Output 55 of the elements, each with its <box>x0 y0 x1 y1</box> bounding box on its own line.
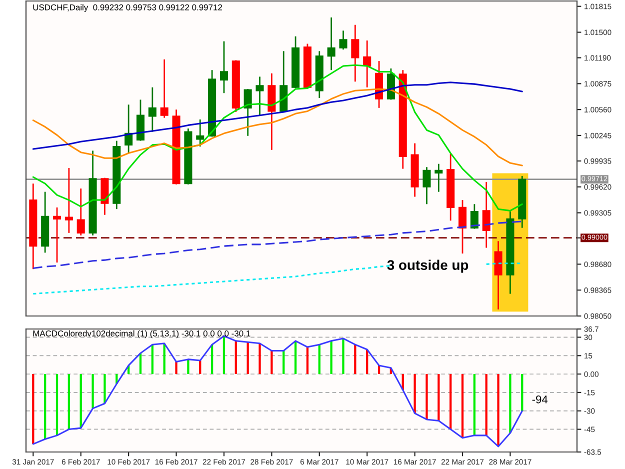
bar <box>68 374 70 430</box>
annotation: 3 outside up <box>387 260 468 273</box>
chart-title: MACDColoredv102decimal (1) (5.13.1) -30.1 0.0 0.0 -30.1 <box>33 330 250 338</box>
bar <box>306 347 309 374</box>
candlestick <box>458 199 467 254</box>
bar <box>414 374 416 414</box>
bar <box>44 374 46 440</box>
bar <box>80 374 82 428</box>
bar <box>258 343 261 374</box>
bar <box>92 374 94 408</box>
text: -94 <box>532 395 548 404</box>
bar <box>438 374 440 421</box>
bar <box>330 340 332 374</box>
bar <box>342 338 344 374</box>
candlestick <box>160 58 168 118</box>
candlestick <box>482 181 490 248</box>
candlestick <box>148 86 156 132</box>
candlestick <box>52 206 62 264</box>
bar <box>187 359 190 374</box>
bar <box>175 362 178 374</box>
candlestick <box>434 163 443 193</box>
bar <box>497 374 500 446</box>
bar <box>270 350 273 374</box>
bar <box>246 342 249 374</box>
bar <box>234 340 237 374</box>
bar <box>104 374 106 404</box>
bar <box>354 344 356 374</box>
bar <box>473 374 476 436</box>
candlestick <box>339 30 348 50</box>
bar <box>318 344 320 374</box>
candlestick <box>470 203 478 230</box>
line-series <box>32 88 523 166</box>
candlestick <box>196 118 204 148</box>
candlestick <box>76 188 85 236</box>
candlestick <box>351 24 360 82</box>
bar <box>485 374 488 436</box>
bar <box>450 374 452 430</box>
candlestick <box>494 240 502 310</box>
bar <box>509 374 512 433</box>
candlestick <box>422 166 431 205</box>
candlestick <box>64 167 73 234</box>
bar <box>461 374 464 438</box>
bar <box>521 374 524 411</box>
candlestick <box>220 40 228 94</box>
bar <box>151 344 154 374</box>
bar <box>426 374 428 420</box>
bar <box>222 336 226 374</box>
line-series <box>32 82 523 150</box>
bar <box>32 374 34 444</box>
candlestick <box>327 16 336 71</box>
chart-title: USDCHF,Daily 0.99232 0.99753 0.99122 0.99712 <box>33 4 222 12</box>
candlestick <box>244 88 252 137</box>
bar <box>282 350 285 374</box>
bar <box>56 374 58 436</box>
candlestick <box>256 76 264 116</box>
